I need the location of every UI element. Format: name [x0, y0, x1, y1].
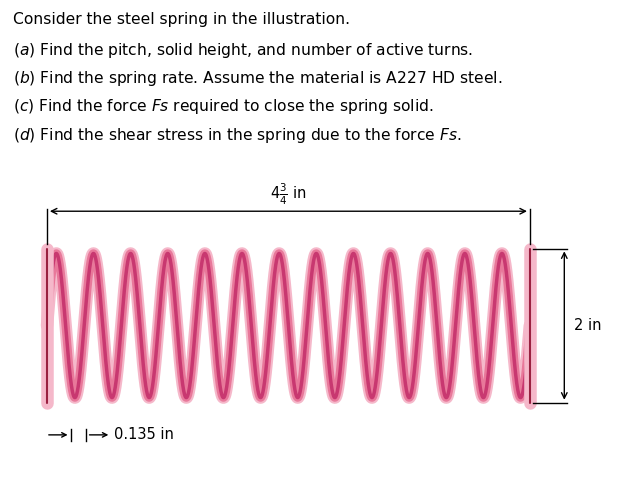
Text: Consider the steel spring in the illustration.: Consider the steel spring in the illustr… — [13, 12, 349, 27]
Text: ($a$) Find the pitch, solid height, and number of active turns.: ($a$) Find the pitch, solid height, and … — [13, 41, 473, 60]
Text: $4\frac{3}{4}$ in: $4\frac{3}{4}$ in — [270, 182, 307, 207]
Text: ($d$) Find the shear stress in the spring due to the force $\mathit{Fs}$.: ($d$) Find the shear stress in the sprin… — [13, 126, 461, 145]
Text: 0.135 in: 0.135 in — [114, 427, 174, 442]
Text: ($b$) Find the spring rate. Assume the material is A227 HD steel.: ($b$) Find the spring rate. Assume the m… — [13, 69, 502, 88]
Text: ($c$) Find the force $\mathit{Fs}$ required to close the spring solid.: ($c$) Find the force $\mathit{Fs}$ requi… — [13, 97, 433, 116]
Text: 2 in: 2 in — [574, 318, 601, 333]
